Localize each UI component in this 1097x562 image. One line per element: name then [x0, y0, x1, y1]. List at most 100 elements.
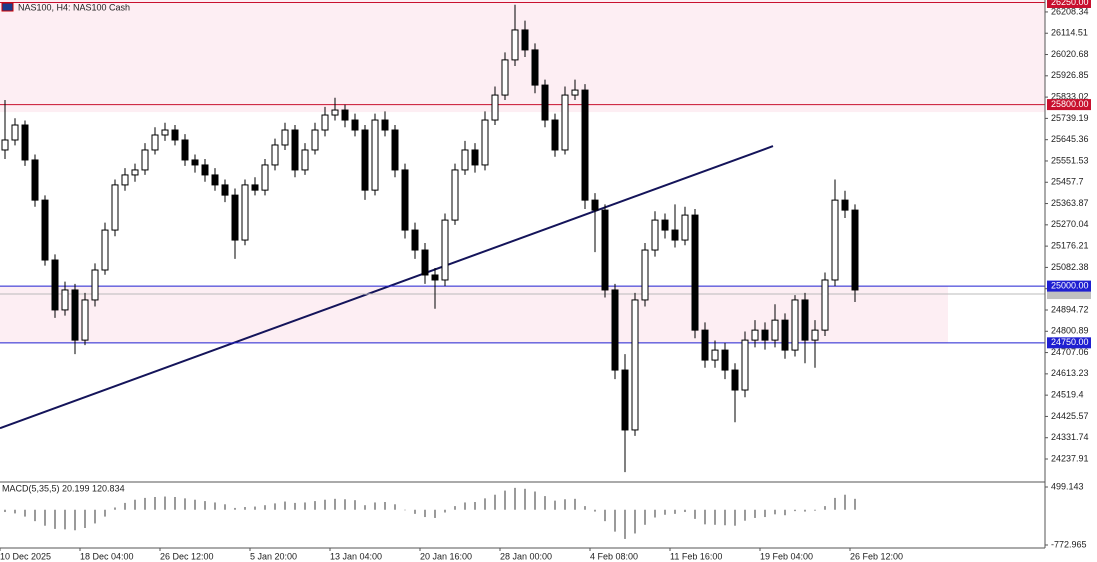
macd-bar: [4, 509, 6, 513]
candle-body: [161, 129, 169, 136]
macd-bar: [24, 509, 26, 517]
candle-body: [51, 259, 59, 311]
trendline: [0, 145, 774, 430]
macd-bar: [444, 509, 446, 513]
candle-body: [681, 214, 689, 241]
y-tick-label: 25363.87: [1051, 198, 1089, 208]
macd-bar: [414, 509, 416, 514]
macd-bar: [394, 504, 396, 510]
macd-bar: [774, 509, 776, 515]
candle-body: [81, 299, 89, 341]
macd-bar: [724, 509, 726, 526]
candle-body: [471, 149, 479, 166]
macd-bar: [34, 509, 36, 522]
candle-body: [521, 29, 529, 51]
candle-body: [321, 114, 329, 131]
y-tick-label: 25270.04: [1051, 219, 1089, 229]
candle-body: [741, 339, 749, 391]
candle-body: [221, 184, 229, 196]
macd-bar: [634, 509, 636, 534]
candle-body: [91, 269, 99, 301]
macd-bar: [74, 509, 76, 531]
candle-body: [631, 299, 639, 431]
candle-body: [841, 199, 849, 211]
candle-body: [421, 249, 429, 276]
candle-body: [231, 194, 239, 241]
macd-bar: [594, 509, 596, 512]
macd-bar: [674, 509, 676, 514]
macd-bar: [714, 509, 716, 525]
x-tick-label: 5 Jan 20:00: [250, 551, 297, 561]
candle-body: [11, 124, 19, 141]
level-tag: [1047, 0, 1091, 8]
candle-body: [141, 149, 149, 171]
level-label: 26250.00: [1051, 0, 1089, 7]
macd-bar: [464, 502, 466, 510]
macd-bar: [64, 509, 66, 530]
macd-bar: [114, 507, 116, 510]
macd-bar: [784, 509, 786, 516]
macd-bar: [504, 490, 506, 510]
macd-bar: [44, 509, 46, 526]
macd-bar: [294, 502, 296, 510]
macd-bar: [184, 498, 186, 510]
candle-body: [751, 329, 759, 341]
macd-bar: [344, 499, 346, 510]
macd-bar: [244, 507, 246, 510]
candle-body: [341, 109, 349, 121]
x-tick-label: 26 Dec 12:00: [160, 551, 214, 561]
candle-body: [661, 219, 669, 231]
candle-body: [431, 274, 439, 281]
macd-bar: [684, 509, 686, 513]
candle-body: [101, 229, 109, 271]
y-tick-label: 25176.21: [1051, 240, 1089, 250]
macd-bar: [654, 509, 656, 518]
macd-bar: [224, 504, 226, 510]
y-tick-label: 26114.51: [1051, 28, 1088, 38]
macd-bar: [84, 509, 86, 528]
zone: [0, 286, 948, 343]
y-tick-label: 25082.38: [1051, 262, 1089, 272]
bid-tag: [1047, 289, 1091, 300]
candle-body: [61, 289, 69, 311]
x-tick-label: 20 Jan 16:00: [420, 551, 472, 561]
candle-body: [831, 199, 839, 281]
level-tag: [1047, 280, 1091, 292]
main-plot: [0, 1, 1045, 473]
macd-bar: [564, 499, 566, 510]
candle-body: [581, 89, 589, 201]
candle-body: [151, 134, 159, 151]
macd-bar: [514, 487, 516, 510]
y-tick-label: 25833.02: [1051, 91, 1089, 101]
macd-bar: [154, 496, 156, 510]
candle-body: [491, 94, 499, 121]
candle-body: [551, 119, 559, 151]
macd-bar: [354, 500, 356, 510]
macd-bar: [534, 491, 536, 510]
candle-body: [541, 84, 549, 121]
macd-bar: [274, 503, 276, 510]
candle-body: [791, 299, 799, 351]
macd-bar: [454, 506, 456, 510]
macd-bar: [314, 501, 316, 510]
candle-body: [171, 129, 179, 141]
candle-body: [641, 249, 649, 301]
candle-body: [721, 349, 729, 371]
x-tick-label: 28 Jan 00:00: [500, 551, 552, 561]
candle-body: [361, 129, 369, 191]
candle-body: [531, 49, 539, 86]
candle-body: [351, 119, 359, 131]
candle-body: [511, 29, 519, 61]
candle-body: [601, 209, 609, 291]
candle-body: [181, 139, 189, 161]
macd-bar: [374, 502, 376, 510]
candle-body: [401, 169, 409, 231]
macd-bar: [334, 498, 336, 510]
candle-body: [191, 159, 199, 166]
macd-bar: [584, 506, 586, 510]
x-tick-label: 13 Jan 04:00: [330, 551, 382, 561]
candle-body: [591, 199, 599, 211]
macd-bar: [134, 499, 136, 510]
candle-body: [411, 229, 419, 251]
y-tick-label: 24800.89: [1051, 326, 1089, 336]
